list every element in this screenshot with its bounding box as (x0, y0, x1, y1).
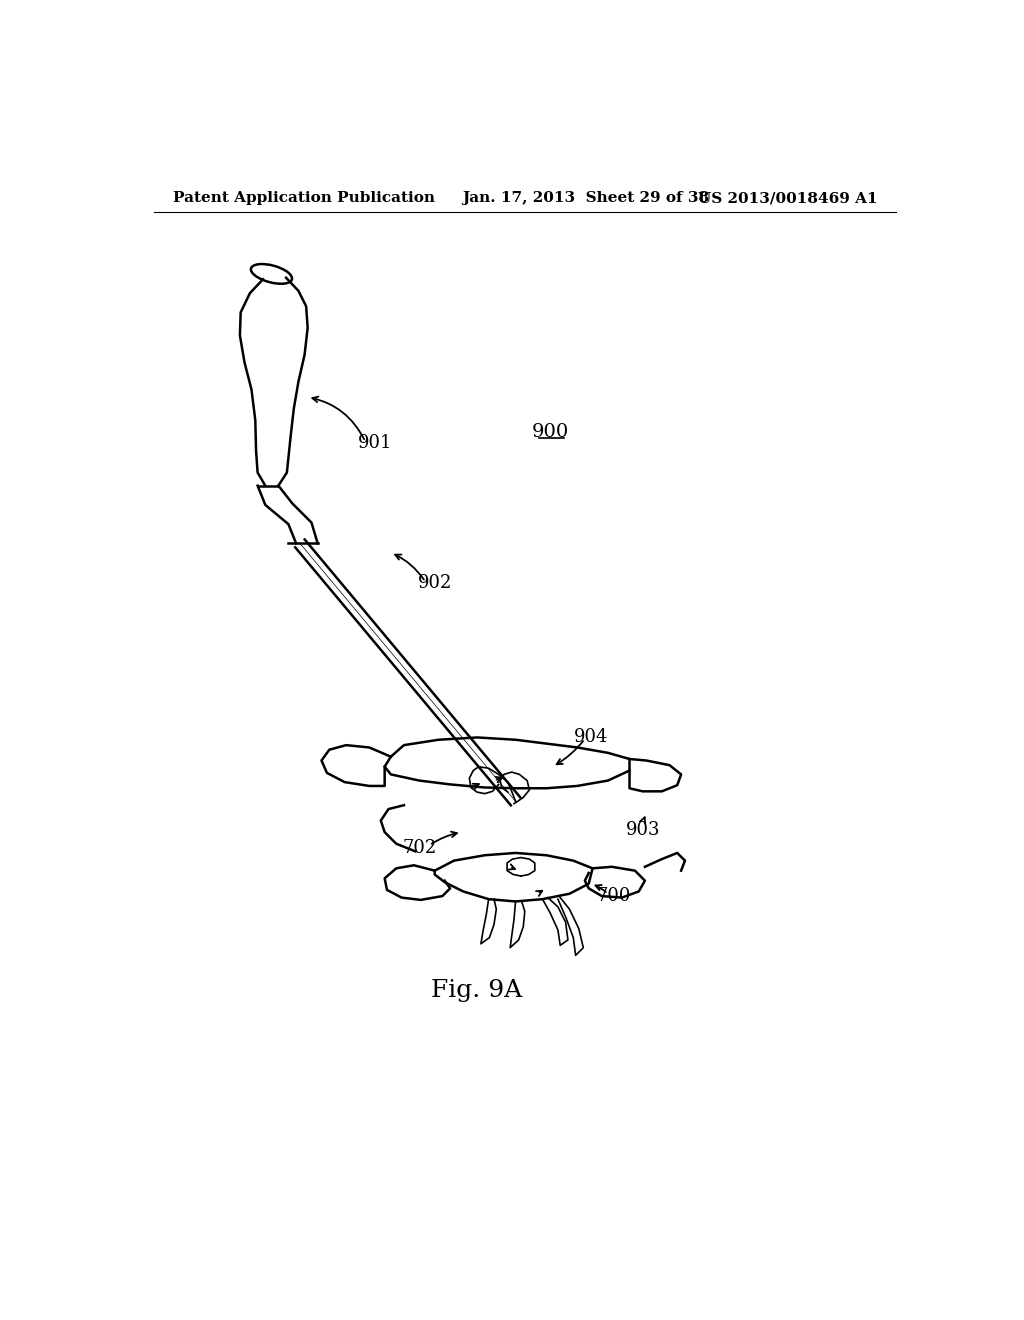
Text: US 2013/0018469 A1: US 2013/0018469 A1 (697, 191, 878, 206)
Text: Fig. 9A: Fig. 9A (431, 978, 522, 1002)
Text: Jan. 17, 2013  Sheet 29 of 38: Jan. 17, 2013 Sheet 29 of 38 (462, 191, 709, 206)
Text: 700: 700 (597, 887, 632, 906)
Text: 900: 900 (531, 422, 569, 441)
Text: 902: 902 (418, 574, 452, 593)
Text: 904: 904 (573, 729, 608, 746)
Text: 901: 901 (358, 434, 392, 453)
Text: 903: 903 (626, 821, 660, 838)
Text: 702: 702 (402, 838, 436, 857)
Text: Patent Application Publication: Patent Application Publication (173, 191, 435, 206)
